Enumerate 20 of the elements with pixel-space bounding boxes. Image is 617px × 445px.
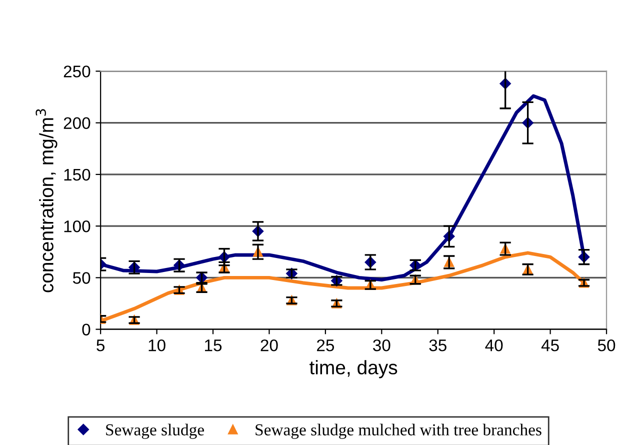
x-tick-label: 50 <box>598 339 616 352</box>
y-tick-label: 250 <box>64 66 90 78</box>
y-tick-label: 150 <box>64 168 90 181</box>
x-axis-title: time, days <box>310 360 398 378</box>
y-tick-label: 200 <box>64 117 90 130</box>
legend-label: Sewage sludge <box>106 424 204 439</box>
y-tick-label: 0 <box>82 324 90 336</box>
x-tick-label: 30 <box>373 339 390 352</box>
x-tick-label: 25 <box>317 339 334 352</box>
y-tick-label: 100 <box>64 220 90 232</box>
x-tick-label: 10 <box>148 339 166 352</box>
x-tick-label: 15 <box>205 340 222 352</box>
y-tick-label: 50 <box>72 272 90 284</box>
x-tick-label: 40 <box>485 339 503 352</box>
x-tick-label: 45 <box>541 340 559 352</box>
legend-label: Sewage sludge mulched with tree branches <box>256 424 542 439</box>
x-tick-label: 35 <box>429 339 446 352</box>
x-tick-label: 5 <box>96 340 105 352</box>
x-tick-label: 20 <box>260 339 278 352</box>
y-axis-title: concentration, mg/m$^{3}$ <box>36 109 58 292</box>
